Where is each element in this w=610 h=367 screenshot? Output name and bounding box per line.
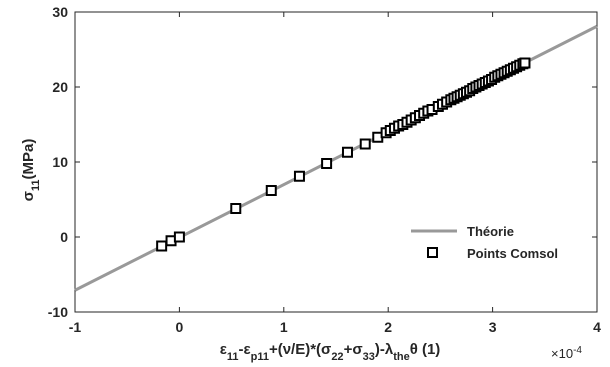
x-axis-ticks: -1 0 1 2 3 4 — [69, 12, 601, 335]
data-point-marker — [265, 185, 277, 196]
x-axis-title-text: ε11-εp11+(ν/E)*(σ22+σ33)-λtheθ (1) — [220, 341, 441, 363]
data-point-marker — [230, 203, 242, 214]
legend-label-theorie: Théorie — [467, 224, 514, 239]
x-tick-label: 4 — [593, 319, 601, 335]
series-layer — [74, 24, 598, 292]
data-point-marker — [519, 57, 531, 69]
y-tick-label: -10 — [48, 304, 68, 320]
y-tick-label: 0 — [60, 229, 68, 245]
legend-swatch-points-comsol — [427, 247, 438, 258]
data-point-marker — [341, 146, 353, 158]
x-axis-title: ε11-εp11+(ν/E)*(σ22+σ33)-λtheθ (1) — [220, 341, 441, 363]
x-tick-label: 1 — [280, 319, 288, 335]
legend-label-points-comsol: Points Comsol — [467, 246, 558, 261]
data-point-marker — [293, 170, 305, 182]
y-tick-label: 20 — [52, 79, 68, 95]
data-point-marker — [321, 158, 333, 169]
x-axis-title-sub-11: 11 — [227, 351, 239, 363]
y-axis-ticks: -10 0 10 20 30 — [48, 4, 597, 320]
data-point-marker — [173, 231, 185, 243]
y-tick-label: 10 — [52, 154, 68, 170]
y-tick-label: 30 — [52, 4, 68, 20]
x-tick-label: -1 — [69, 319, 82, 335]
x-tick-label: 3 — [489, 319, 497, 335]
legend: Théorie Points Comsol — [411, 224, 558, 261]
x-tick-label: 0 — [176, 319, 184, 335]
x-tick-label: 2 — [384, 319, 392, 335]
data-point-marker — [359, 138, 371, 150]
data-point-marker — [156, 240, 168, 252]
